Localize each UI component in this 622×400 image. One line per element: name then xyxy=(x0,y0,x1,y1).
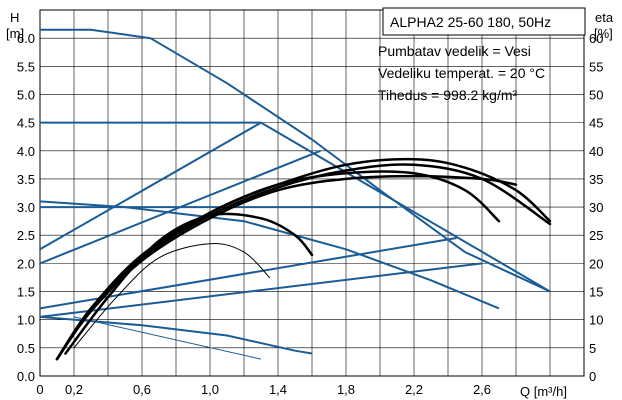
x-axis-label: Q [m³/h] xyxy=(520,384,567,399)
head-curve xyxy=(40,28,551,293)
title-box xyxy=(382,7,586,36)
y-right-tick-label: 55 xyxy=(589,59,603,74)
chart-title: ALPHA2 25-60 180, 50Hz xyxy=(390,14,551,30)
y-right-label-line1: eta xyxy=(595,10,614,25)
y-left-axis-title: H [m] xyxy=(6,10,24,41)
fluid-info: Pumbatav vedelik = Vesi Vedeliku tempera… xyxy=(378,43,545,103)
y-left-tick-label: 1.0 xyxy=(17,313,35,328)
x-tick-label: 1,4 xyxy=(269,382,287,397)
y-right-tick-label: 40 xyxy=(589,144,603,159)
y-left-label-line1: H xyxy=(10,10,19,25)
y-right-tick-label: 5 xyxy=(589,341,596,356)
y-right-tick-label: 35 xyxy=(589,172,603,187)
y-left-tick-label: 5.5 xyxy=(17,59,35,74)
y-left-tick-label: 4.5 xyxy=(17,116,35,131)
y-right-axis-title: eta [%] xyxy=(594,10,614,41)
y-left-tick-label: 0.0 xyxy=(17,369,35,384)
y-right-tick-label: 30 xyxy=(589,200,603,215)
control-line xyxy=(39,121,262,251)
y-left-tick-label: 2.5 xyxy=(17,228,35,243)
y-left-label-line2: [m] xyxy=(6,26,24,41)
x-tick-label: 0,2 xyxy=(65,382,83,397)
info-fluid: Pumbatav vedelik = Vesi xyxy=(378,43,531,59)
y-left-tick-label: 1.5 xyxy=(17,285,35,300)
tick-labels: 0 0,2 0,6 1,0 1,4 1,8 2,2 2,6 0.0 0.5 1.0 1.5 2.0 2.5… xyxy=(17,31,604,397)
x-tick-label: 0,6 xyxy=(133,382,151,397)
y-right-label-line2: [%] xyxy=(594,26,613,41)
control-line xyxy=(73,316,262,360)
x-tick-label: 1,8 xyxy=(337,382,355,397)
y-right-tick-label: 20 xyxy=(589,256,603,271)
head-curve xyxy=(39,315,313,355)
efficiency-curve xyxy=(55,170,501,361)
y-left-tick-label: 3.0 xyxy=(17,200,35,215)
efficiency-curve xyxy=(55,174,518,361)
efficiency-curve xyxy=(55,157,552,361)
y-left-tick-label: 3.5 xyxy=(17,172,35,187)
y-right-tick-label: 15 xyxy=(589,285,603,300)
y-left-tick-label: 5.0 xyxy=(17,87,35,102)
y-left-tick-label: 2.0 xyxy=(17,256,35,271)
control-line xyxy=(39,262,483,318)
y-right-tick-label: 10 xyxy=(589,313,603,328)
y-right-tick-label: 50 xyxy=(589,87,603,102)
y-right-tick-label: 0 xyxy=(589,369,596,384)
info-density: Tihedus = 998.2 kg/m³ xyxy=(378,87,518,103)
y-left-tick-label: 4.0 xyxy=(17,144,35,159)
x-tick-label: 0 xyxy=(36,382,43,397)
efficiency-curves xyxy=(55,157,552,361)
y-right-tick-label: 25 xyxy=(589,228,603,243)
y-left-tick-label: 0.5 xyxy=(17,341,35,356)
y-left-tick-label: 6.0 xyxy=(17,31,35,46)
y-right-tick-label: 45 xyxy=(589,116,603,131)
x-tick-label: 1,0 xyxy=(201,382,219,397)
x-tick-label: 2,2 xyxy=(405,382,423,397)
info-temperature: Vedeliku temperat. = 20 °C xyxy=(378,65,545,81)
efficiency-curve xyxy=(73,243,270,349)
y-right-tick-label: 60 xyxy=(589,31,603,46)
grid xyxy=(39,9,585,377)
efficiency-curve xyxy=(64,212,314,355)
x-tick-label: 2,6 xyxy=(473,382,491,397)
